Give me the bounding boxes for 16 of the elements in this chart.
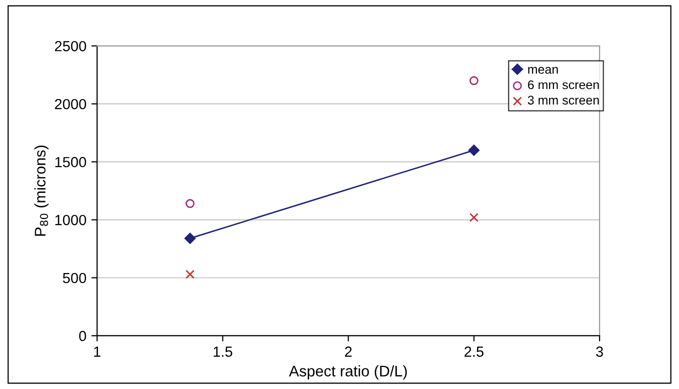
y-tick-label: 2500 [54,41,86,52]
y-tick-label: 2000 [54,98,86,110]
y-tick-label: 1500 [55,156,86,168]
x-tick-label: 1 [94,346,100,357]
y-tick-label: 1000 [55,214,86,226]
x-tick-label: 2 [345,346,352,357]
y-tick-label: 500 [62,272,86,284]
x-tick-label: 2.5 [464,346,484,357]
legend-label: 3 mm screen [528,96,599,105]
x-tick-label: 1.5 [214,346,232,357]
y-axis-title: P$_{80}$ (microns) [34,146,49,236]
legend-label: mean [528,66,558,74]
x-axis-title: Aspect ratio (D/L) [288,365,407,380]
x-tick-label: 3 [596,346,603,357]
legend-label: 6 mm screen [528,80,599,90]
y-tick-label: 0 [79,330,86,342]
